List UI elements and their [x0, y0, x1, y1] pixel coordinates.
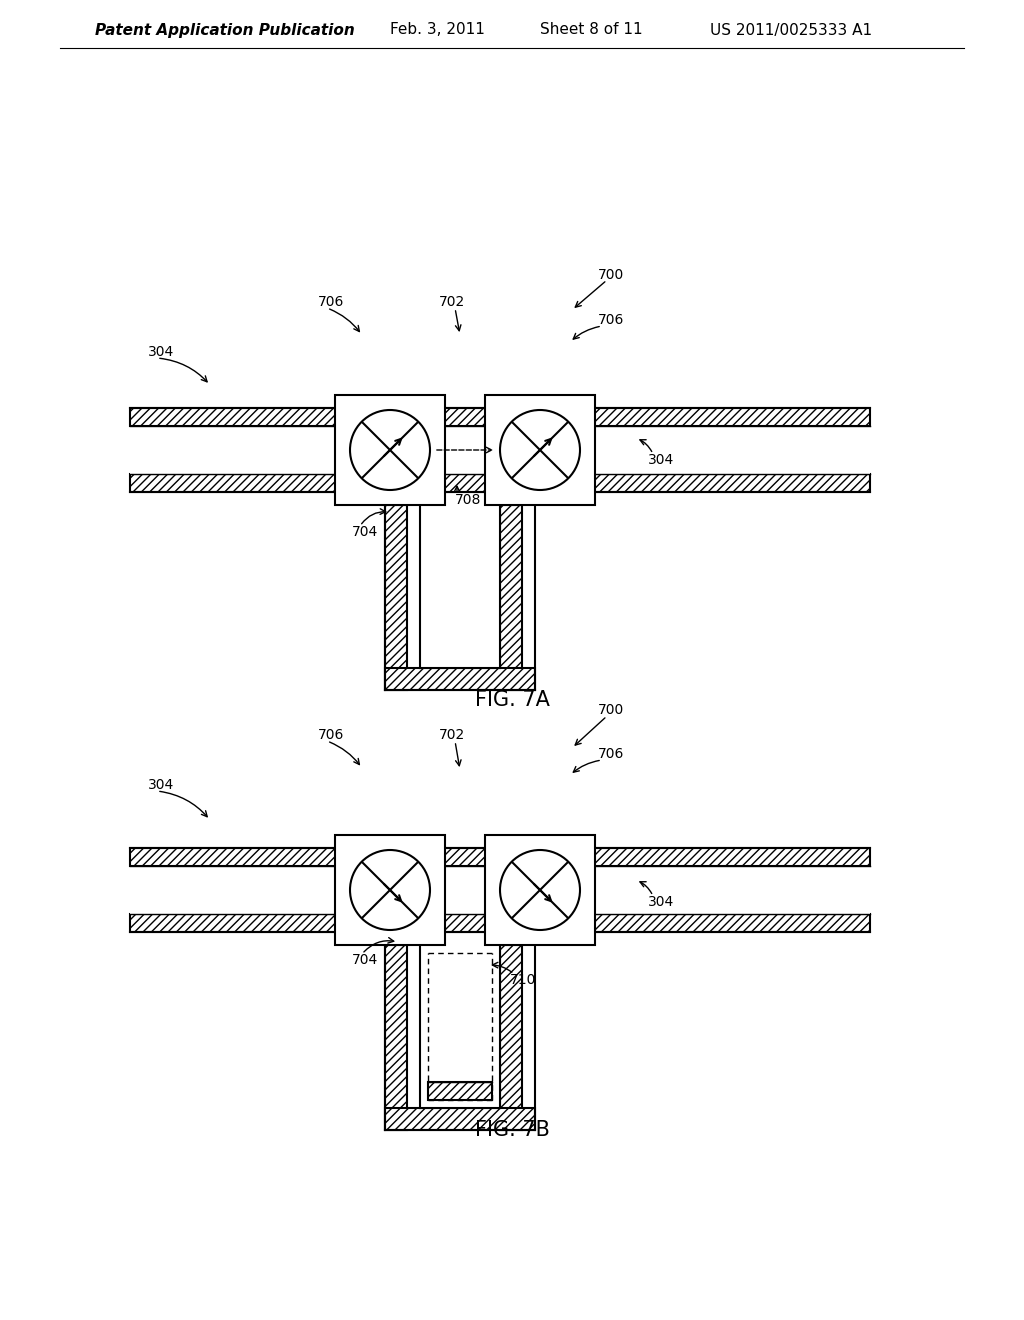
Text: 304: 304 — [648, 895, 674, 909]
Text: 704: 704 — [352, 525, 378, 539]
Bar — [385, 945, 407, 1130]
Bar — [500, 945, 522, 1130]
Text: 700: 700 — [598, 268, 625, 282]
Bar — [130, 474, 870, 492]
Bar — [385, 668, 535, 690]
Circle shape — [350, 411, 430, 490]
Bar — [385, 1107, 535, 1130]
Bar — [335, 836, 445, 945]
Bar — [335, 395, 445, 506]
Text: 700: 700 — [598, 704, 625, 717]
Text: 706: 706 — [598, 313, 625, 327]
Bar — [130, 866, 870, 913]
Bar — [130, 913, 870, 932]
Text: 704: 704 — [352, 953, 378, 968]
Text: 706: 706 — [318, 294, 344, 309]
Bar — [385, 506, 407, 690]
Text: 708: 708 — [455, 492, 481, 507]
Bar — [130, 408, 870, 426]
Text: Sheet 8 of 11: Sheet 8 of 11 — [540, 22, 643, 37]
Circle shape — [500, 411, 580, 490]
Bar — [130, 426, 870, 474]
Text: 702: 702 — [439, 294, 465, 309]
Circle shape — [500, 850, 580, 931]
Text: Feb. 3, 2011: Feb. 3, 2011 — [390, 22, 485, 37]
Text: 706: 706 — [598, 747, 625, 762]
Text: 702: 702 — [439, 729, 465, 742]
Bar — [428, 1082, 492, 1100]
Bar — [485, 836, 595, 945]
Bar — [500, 506, 522, 690]
Text: 304: 304 — [648, 453, 674, 467]
Bar — [130, 847, 870, 866]
Circle shape — [350, 850, 430, 931]
Text: FIG. 7A: FIG. 7A — [474, 690, 550, 710]
Text: 304: 304 — [148, 777, 174, 792]
Bar — [420, 506, 500, 668]
Bar — [420, 945, 500, 1107]
Text: 710: 710 — [510, 973, 537, 987]
Text: Patent Application Publication: Patent Application Publication — [95, 22, 354, 37]
Text: FIG. 7B: FIG. 7B — [474, 1119, 550, 1140]
Text: 304: 304 — [148, 345, 174, 359]
Text: US 2011/0025333 A1: US 2011/0025333 A1 — [710, 22, 872, 37]
Text: 706: 706 — [318, 729, 344, 742]
Bar — [485, 395, 595, 506]
